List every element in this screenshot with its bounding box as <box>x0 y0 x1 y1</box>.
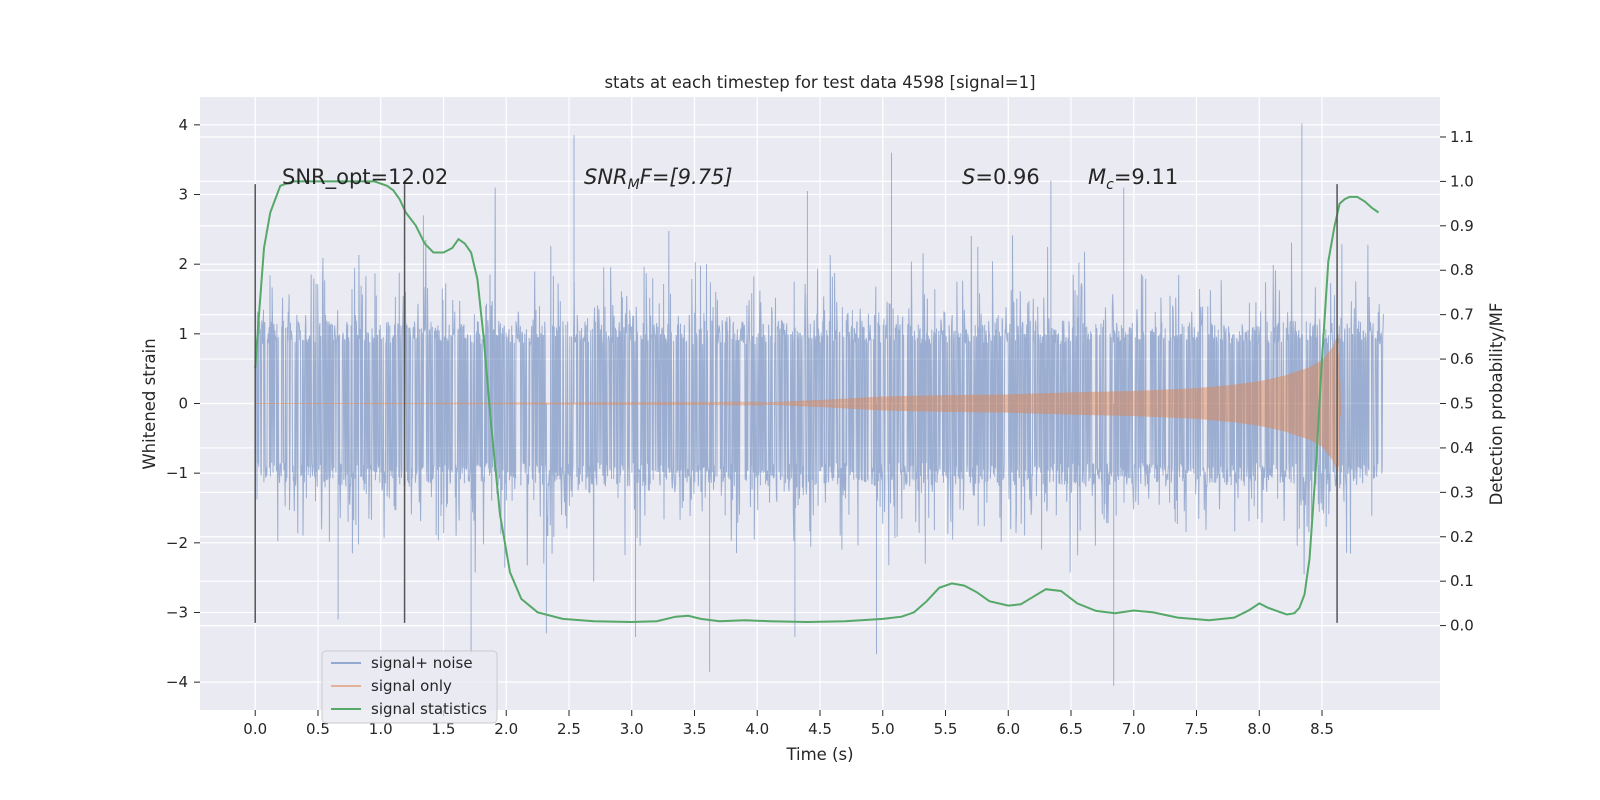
x-tick-label-3: 1.5 <box>432 720 456 738</box>
series-signal-statistics <box>254 180 1380 624</box>
y-right-tick-label-3: 0.8 <box>1450 261 1474 279</box>
x-tick-label-15: 7.5 <box>1185 720 1209 738</box>
y-left-tick-label-7: −3 <box>166 603 188 621</box>
y-right-tick-label-1: 1.0 <box>1450 172 1474 190</box>
x-tick-label-2: 1.0 <box>369 720 393 738</box>
annotation-mc: Mc=9.11 <box>1088 165 1178 193</box>
y-right-tick-label-7: 0.4 <box>1450 439 1474 457</box>
y-left-tick-label-6: −2 <box>166 534 188 552</box>
y-right-tick-label-6: 0.5 <box>1450 395 1474 413</box>
x-tick-label-17: 8.5 <box>1310 720 1334 738</box>
x-axis-label: Time (s) <box>785 745 853 764</box>
y-right-tick-label-8: 0.3 <box>1450 483 1474 501</box>
y-left-tick-label-0: 4 <box>178 116 188 134</box>
snr-mf-rest: F=[9.75] <box>640 165 733 189</box>
annotation-s: S=0.96 <box>962 165 1040 189</box>
y-right-tick-label-0: 1.1 <box>1450 128 1474 146</box>
legend-frame <box>321 650 498 724</box>
mc-subscript: c <box>1106 177 1114 193</box>
x-tick-label-8: 4.0 <box>745 720 769 738</box>
y-left-tick-label-5: −1 <box>166 464 188 482</box>
legend-label-signal-only: signal only <box>371 677 452 695</box>
vertical-markers <box>254 184 1338 623</box>
y-right-tick-label-9: 0.2 <box>1450 528 1474 546</box>
legend-label-signal-statistics: signal statistics <box>371 700 487 718</box>
y-right-axis-ticks: 1.1 1.0 0.9 0.8 0.7 0.6 0.5 0.4 0.3 0.2 0.1 0.0 <box>1440 128 1474 635</box>
legend-label-signal-plus-noise: signal+ noise <box>371 654 473 672</box>
legend: signal+ noise signal only signal statist… <box>321 650 498 724</box>
y-left-axis-ticks: 4 3 2 1 0 −1 −2 −3 −4 <box>166 116 200 691</box>
y-left-tick-label-4: 0 <box>178 395 188 413</box>
y-left-tick-label-1: 3 <box>178 186 188 204</box>
annotation-snr-mf: SNRMF=[9.75] <box>584 165 733 193</box>
series-signal-plus-noise <box>254 123 1384 686</box>
x-tick-label-13: 6.5 <box>1059 720 1083 738</box>
snr-mf-base: SNR <box>584 165 628 189</box>
annotation-snr-opt: SNR_opt=12.02 <box>282 165 448 190</box>
y-right-tick-label-10: 0.1 <box>1450 572 1474 590</box>
y-right-tick-label-2: 0.9 <box>1450 217 1474 235</box>
x-tick-label-5: 2.5 <box>557 720 581 738</box>
chart-title: stats at each timestep for test data 459… <box>604 73 1035 92</box>
y-left-axis-label: Whitened strain <box>140 338 159 469</box>
x-tick-label-0: 0.0 <box>243 720 267 738</box>
y-right-tick-label-5: 0.6 <box>1450 350 1474 368</box>
x-tick-label-11: 5.5 <box>934 720 958 738</box>
x-tick-label-4: 2.0 <box>494 720 518 738</box>
y-left-tick-label-8: −4 <box>166 673 188 691</box>
x-tick-label-14: 7.0 <box>1122 720 1146 738</box>
y-left-tick-label-2: 2 <box>178 255 188 273</box>
s-value: =0.96 <box>975 165 1039 189</box>
x-tick-label-12: 6.0 <box>996 720 1020 738</box>
x-axis-ticks: 0.0 0.5 1.0 1.5 2.0 2.5 3.0 3.5 4.0 4.5 5.0 5.5 6.0 6… <box>243 710 1334 738</box>
x-tick-label-9: 4.5 <box>808 720 832 738</box>
x-tick-label-10: 5.0 <box>871 720 895 738</box>
snr-mf-subscript: M <box>628 177 640 193</box>
s-symbol: S <box>962 165 975 189</box>
series-signal-only <box>255 334 1342 472</box>
y-right-tick-label-11: 0.0 <box>1450 617 1474 635</box>
y-right-tick-label-4: 0.7 <box>1450 306 1474 324</box>
x-tick-label-7: 3.5 <box>683 720 707 738</box>
y-right-axis-label: Detection probability/MF <box>1487 303 1506 506</box>
mc-value: =9.11 <box>1114 165 1178 189</box>
x-tick-label-1: 0.5 <box>306 720 330 738</box>
mc-symbol: M <box>1088 165 1106 189</box>
y-left-tick-label-3: 1 <box>178 325 188 343</box>
series-layer <box>254 123 1384 686</box>
x-tick-label-6: 3.0 <box>620 720 644 738</box>
x-tick-label-16: 8.0 <box>1247 720 1271 738</box>
